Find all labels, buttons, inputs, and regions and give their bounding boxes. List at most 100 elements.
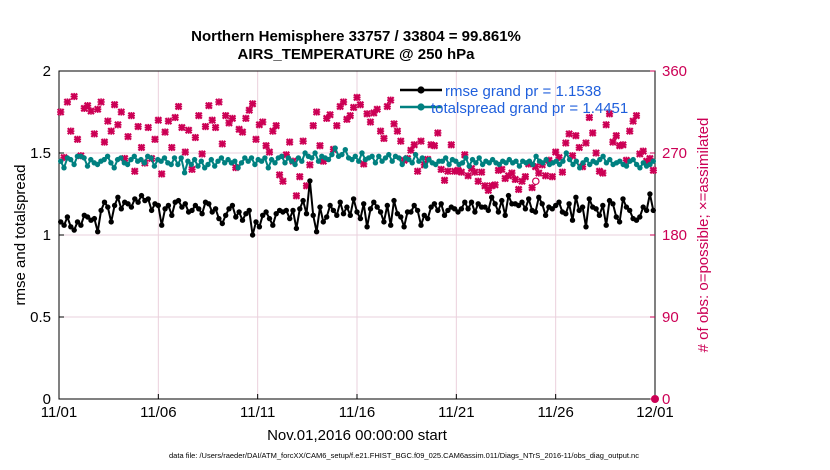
spread-point <box>409 160 415 166</box>
obs-assimilated-marker <box>440 176 449 185</box>
spread-point <box>148 155 154 161</box>
rmse-point <box>155 202 161 209</box>
legend-rmse-label: rmse grand pr = 1.1538 <box>445 83 601 100</box>
rmse-point <box>111 202 118 209</box>
obs-assimilated-marker <box>87 107 95 115</box>
spread-point <box>282 160 288 166</box>
rmse-point <box>462 199 468 205</box>
rmse-point <box>600 202 606 209</box>
rmse-point <box>266 215 273 222</box>
obs-assimilated-marker <box>457 168 466 176</box>
obs-assimilated-marker <box>585 113 594 122</box>
obs-assimilated-marker <box>521 172 530 181</box>
spread-point <box>466 163 472 169</box>
rmse-point <box>334 212 340 218</box>
spread-point <box>88 156 94 163</box>
obs-assimilated-marker <box>114 120 122 129</box>
rmse-point <box>249 232 256 238</box>
x-tick-label: 12/01 <box>636 404 674 421</box>
obs-assimilated-marker <box>434 129 442 137</box>
spread-point <box>101 156 107 163</box>
spread-point <box>443 155 449 161</box>
rmse-point <box>148 207 155 214</box>
rmse-point <box>505 192 512 199</box>
rmse-point <box>179 204 185 210</box>
obs-assimilated-marker <box>477 168 486 176</box>
rmse-point <box>169 212 175 218</box>
spread-point <box>422 163 429 169</box>
spread-point <box>382 155 389 161</box>
obs-assimilated-marker <box>498 165 506 174</box>
rmse-point <box>596 212 603 218</box>
obs-assimilated-marker <box>312 108 321 116</box>
rmse-point <box>192 202 199 209</box>
spread-point <box>111 165 117 171</box>
rmse-point <box>84 214 91 220</box>
x-tick-label: 11/26 <box>537 404 573 421</box>
obs-assimilated-marker <box>279 177 287 186</box>
obs-assimilated-marker <box>444 167 452 176</box>
obs-assimilated-marker <box>629 117 637 125</box>
legend-spread-marker <box>417 103 425 111</box>
rmse-point <box>287 215 293 222</box>
rmse-point <box>381 219 387 225</box>
spread-point <box>376 153 382 159</box>
rmse-point <box>327 202 333 209</box>
rmse-point <box>650 207 656 214</box>
x-tick-label: 11/11 <box>240 404 275 421</box>
spread-point <box>289 158 295 164</box>
obs-assimilated-marker <box>386 96 395 104</box>
obs-assimilated-marker <box>168 143 176 152</box>
x-tick-label: 11/21 <box>438 404 474 421</box>
y-axis-label-right: # of obs: o=possible; ×=assimilated <box>695 118 712 353</box>
obs-assimilated-marker <box>437 165 445 174</box>
rmse-point <box>411 202 417 209</box>
obs-assimilated-marker <box>238 128 247 136</box>
spread-point <box>208 156 214 163</box>
rmse-point <box>519 199 525 205</box>
rmse-point <box>263 209 269 215</box>
obs-assimilated-marker <box>548 172 557 181</box>
spread-point <box>265 165 271 171</box>
spread-point <box>386 151 392 158</box>
rmse-point <box>162 206 168 212</box>
rmse-point <box>451 206 458 212</box>
obs-assimilated-marker <box>366 118 375 126</box>
obs-assimilated-marker <box>154 116 163 124</box>
spread-point <box>349 156 355 163</box>
spread-point <box>533 153 539 159</box>
rmse-point <box>586 196 592 202</box>
spread-point <box>238 160 245 166</box>
spread-point <box>268 156 275 163</box>
rmse-point <box>549 206 555 212</box>
rmse-point <box>418 222 424 228</box>
obs-assimilated-marker <box>514 185 523 194</box>
spread-point <box>175 161 181 168</box>
rmse-point <box>414 207 421 214</box>
spread-point <box>573 158 579 164</box>
obs-assimilated-marker <box>181 148 190 156</box>
obs-assimilated-marker <box>258 118 267 126</box>
obs-assimilated-marker <box>124 132 132 141</box>
obs-assimilated-marker <box>575 143 584 152</box>
obs-assimilated-marker <box>353 93 361 102</box>
rmse-point <box>125 201 131 207</box>
obs-assimilated-marker <box>390 120 398 128</box>
obs-assimilated-marker <box>639 147 647 155</box>
y-tick-label: 0 <box>43 391 51 408</box>
obs-assimilated-marker <box>292 192 301 200</box>
x-axis-label: Nov.01,2016 00:00:00 start <box>267 427 448 444</box>
spread-point <box>583 156 590 163</box>
obs-assimilated-marker <box>326 110 334 119</box>
spread-point <box>171 155 178 161</box>
spread-point <box>396 155 402 161</box>
obs-assimilated-marker <box>572 131 580 140</box>
spread-point <box>369 153 375 159</box>
rmse-point <box>394 211 401 217</box>
rmse-point <box>455 209 461 215</box>
obs-assimilated-marker <box>285 138 294 146</box>
obs-assimilated-marker <box>110 100 119 109</box>
rmse-point <box>307 178 313 184</box>
legend-spread-label: totalspread grand pr = 1.4451 <box>431 100 628 117</box>
obs-assimilated-marker <box>151 135 159 144</box>
